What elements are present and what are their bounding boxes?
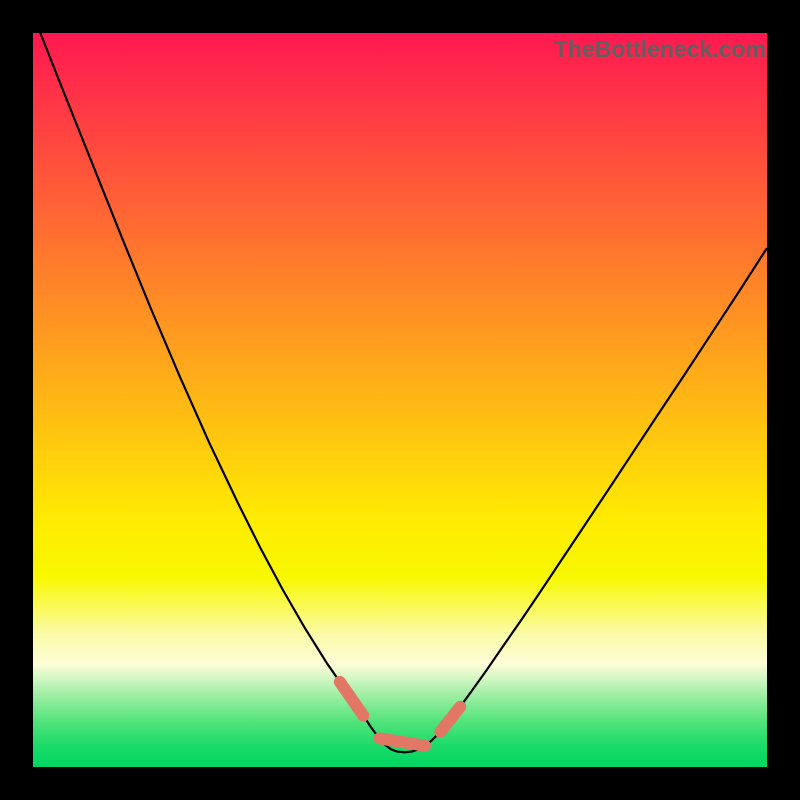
watermark-text: TheBottleneck.com xyxy=(554,36,766,63)
bottleneck-curve xyxy=(40,33,767,752)
highlight-segment-2 xyxy=(440,707,460,732)
chart-svg xyxy=(0,0,800,800)
highlight-segment-1 xyxy=(379,738,425,745)
highlight-segment-0 xyxy=(340,682,363,716)
